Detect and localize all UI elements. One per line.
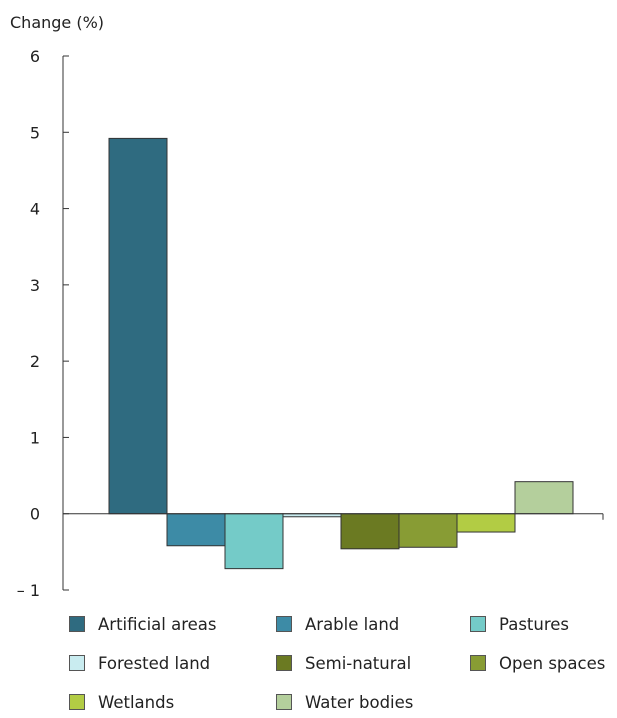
- bar-semi-natural: [340, 513, 400, 550]
- bar-wetlands: [456, 513, 516, 533]
- bar-open-spaces: [398, 513, 458, 548]
- y-tick-label: 0: [30, 505, 40, 524]
- y-tick-label: 4: [30, 200, 40, 219]
- x-axis: [63, 513, 604, 520]
- y-axis-title: Change (%): [10, 13, 104, 32]
- bar-pastures: [224, 513, 284, 570]
- y-tick-label: 6: [30, 47, 40, 66]
- y-tick-label: 5: [30, 123, 40, 142]
- bar-arable-land: [166, 513, 226, 547]
- bars: [108, 137, 574, 570]
- y-tick-label: 2: [30, 352, 40, 371]
- y-tick-label: 3: [30, 276, 40, 295]
- bar-artificial-areas: [108, 137, 168, 515]
- y-axis: 6 5 4 3 2 1 0 – 1: [17, 47, 69, 600]
- y-tick-label: – 1: [17, 581, 40, 600]
- y-tick-label: 1: [30, 428, 40, 447]
- bar-water-bodies: [514, 481, 574, 515]
